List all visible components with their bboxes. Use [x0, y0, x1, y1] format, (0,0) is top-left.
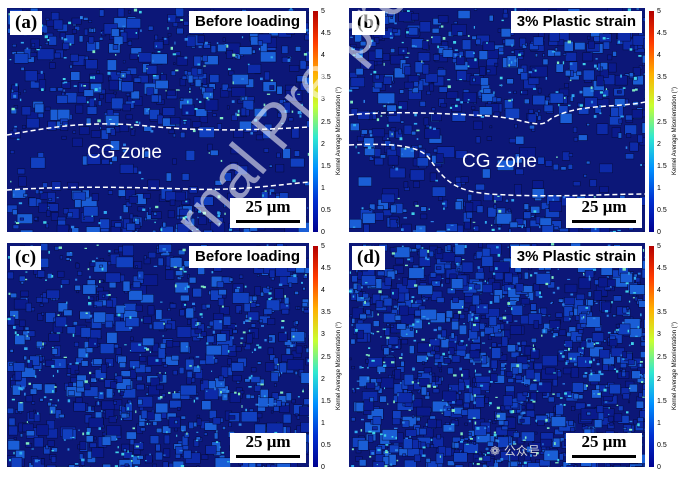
colorbar-tick-label: 5 [321, 8, 325, 15]
panel-title: Before loading [188, 246, 306, 268]
colorbar-tick-label: 1.5 [657, 398, 667, 405]
panel-a: CG zone (a) Before loading 25 μm [7, 8, 309, 232]
panel-title: 3% Plastic strain [510, 246, 642, 268]
colorbar-tick-label: 0 [321, 229, 325, 236]
colorbar-tick-label: 4.5 [657, 265, 667, 272]
scale-bar: 25 μm [566, 433, 642, 463]
colorbar-tick-label: 1 [321, 185, 325, 192]
colorbar-tick-label: 0.5 [657, 207, 667, 214]
kam-map-d [349, 243, 645, 467]
scale-bar-label: 25 μm [245, 197, 291, 216]
scale-bar-label: 25 μm [245, 432, 291, 451]
colorbar-tick-label: 4 [657, 287, 661, 294]
colorbar-title: Kernel Average Misorientation (°) [672, 87, 678, 175]
scale-bar: 25 μm [566, 198, 642, 228]
colorbar-tick-label: 4 [321, 287, 325, 294]
colorbar-c [313, 246, 318, 467]
colorbar-tick-label: 3 [321, 331, 325, 338]
colorbar-tick-label: 5 [657, 243, 661, 250]
colorbar-tick-label: 2 [657, 141, 661, 148]
colorbar-title: Kernel Average Misorientation (°) [672, 322, 678, 410]
colorbar-tick-label: 2.5 [321, 354, 331, 361]
kam-map-a [7, 8, 309, 232]
scale-bar-label: 25 μm [581, 432, 627, 451]
colorbar-tick-label: 2.5 [657, 119, 667, 126]
colorbar-tick-label: 3.5 [321, 309, 331, 316]
colorbar-tick-label: 0 [321, 464, 325, 471]
colorbar-tick-label: 5 [657, 8, 661, 15]
cg-zone-boundary-b [349, 101, 645, 197]
colorbar-tick-label: 2.5 [657, 354, 667, 361]
colorbar-tick-label: 0.5 [321, 207, 331, 214]
cg-zone-label: CG zone [87, 142, 162, 163]
colorbar-title: Kernel Average Misorientation (°) [336, 87, 342, 175]
kam-map-c [7, 243, 309, 467]
colorbar-tick-label: 2 [321, 141, 325, 148]
panel-d: (d) 3% Plastic strain 25 μm [349, 243, 645, 467]
colorbar-tick-label: 2 [321, 376, 325, 383]
colorbar-tick-label: 4.5 [321, 265, 331, 272]
panel-c: (c) Before loading 25 μm [7, 243, 309, 467]
colorbar-tick-label: 1.5 [657, 163, 667, 170]
scale-bar-line [236, 220, 300, 223]
colorbar-a [313, 11, 318, 232]
colorbar-tick-label: 3.5 [321, 74, 331, 81]
colorbar-tick-label: 4.5 [657, 30, 667, 37]
colorbar-tick-label: 5 [321, 243, 325, 250]
colorbar-d [649, 246, 654, 467]
colorbar-tick-label: 4.5 [321, 30, 331, 37]
colorbar-tick-label: 4 [657, 52, 661, 59]
colorbar-b [649, 11, 654, 232]
colorbar-title: Kernel Average Misorientation (°) [336, 322, 342, 410]
cg-zone-label: CG zone [462, 151, 537, 172]
colorbar-tick-label: 3.5 [657, 309, 667, 316]
panel-title: 3% Plastic strain [510, 11, 642, 33]
colorbar-tick-label: 3 [657, 331, 661, 338]
scale-bar-line [572, 455, 636, 458]
colorbar-tick-label: 1.5 [321, 163, 331, 170]
panel-label: (b) [352, 11, 386, 35]
colorbar-tick-label: 2.5 [321, 119, 331, 126]
colorbar-tick-label: 0 [657, 464, 661, 471]
wechat-label: 公众号 [503, 444, 540, 458]
colorbar-tick-label: 1 [321, 420, 325, 427]
cg-zone-boundary-a [7, 123, 309, 191]
colorbar-tick-label: 3 [657, 96, 661, 103]
panel-b: CG zone (b) 3% Plastic strain 25 μm [349, 8, 645, 232]
colorbar-tick-label: 1 [657, 185, 661, 192]
colorbar-tick-label: 1.5 [321, 398, 331, 405]
colorbar-tick-label: 0.5 [657, 442, 667, 449]
colorbar-tick-label: 3 [321, 96, 325, 103]
colorbar-tick-label: 3.5 [657, 74, 667, 81]
scale-bar: 25 μm [230, 433, 306, 463]
wechat-icon: ❁ [490, 444, 504, 458]
wechat-watermark: ❁ 公众号 [490, 442, 540, 459]
scale-bar-line [236, 455, 300, 458]
colorbar-tick-label: 1 [657, 420, 661, 427]
panel-label: (d) [352, 246, 386, 270]
panel-label: (a) [10, 11, 43, 35]
panel-label: (c) [10, 246, 42, 270]
colorbar-tick-label: 2 [657, 376, 661, 383]
colorbar-tick-label: 0 [657, 229, 661, 236]
scale-bar-label: 25 μm [581, 197, 627, 216]
panel-title: Before loading [188, 11, 306, 33]
scale-bar-line [572, 220, 636, 223]
colorbar-tick-label: 0.5 [321, 442, 331, 449]
colorbar-tick-label: 4 [321, 52, 325, 59]
scale-bar: 25 μm [230, 198, 306, 228]
